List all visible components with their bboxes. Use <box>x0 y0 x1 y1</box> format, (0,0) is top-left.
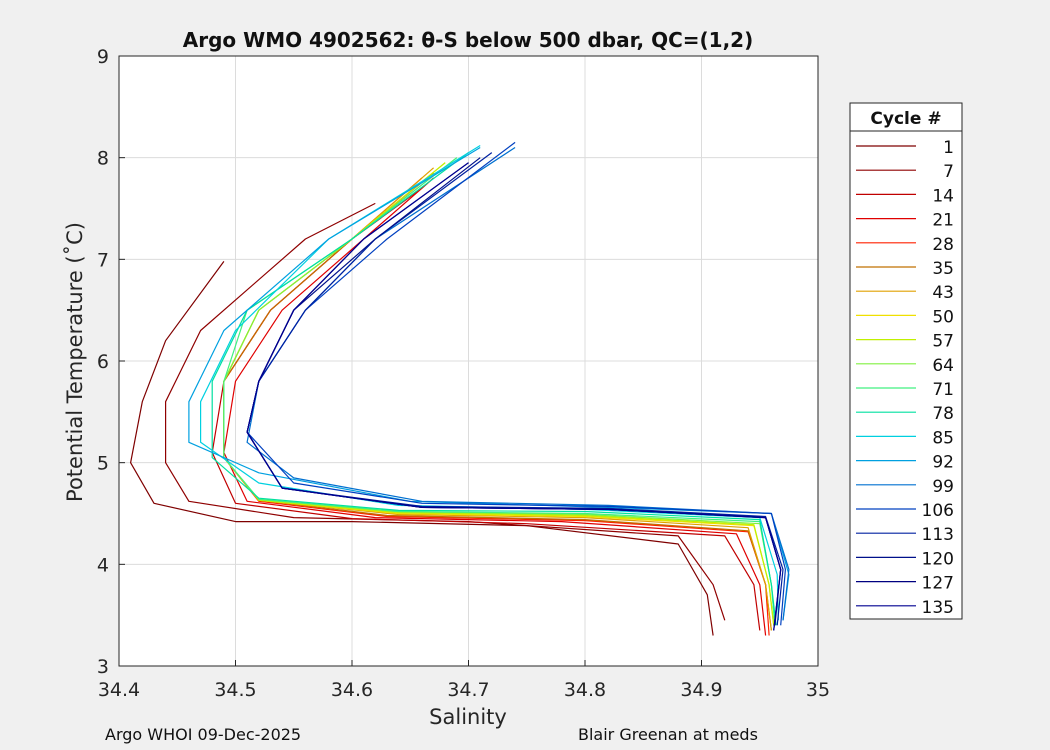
y-axis-label: Potential Temperature (˚C) <box>63 222 87 502</box>
x-tick-label: 34.6 <box>331 679 373 701</box>
x-tick-label: 34.4 <box>98 679 140 701</box>
x-tick-label: 34.5 <box>214 679 256 701</box>
footer-author: Blair Greenan at meds <box>578 725 758 744</box>
y-tick-label: 4 <box>97 554 109 576</box>
legend-label: 120 <box>922 549 954 569</box>
x-tick-label: 34.9 <box>680 679 722 701</box>
y-tick-label: 3 <box>97 656 109 678</box>
legend-label: 92 <box>932 453 954 473</box>
legend-label: 135 <box>922 598 954 618</box>
series-line-135 <box>246 162 782 631</box>
legend-label: 43 <box>932 283 954 303</box>
series-lines <box>130 141 790 636</box>
series-line-78 <box>211 152 777 626</box>
legend-label: 64 <box>932 356 954 376</box>
series-line-7 <box>165 202 726 621</box>
legend-label: 1 <box>943 138 954 158</box>
series-line-85 <box>200 144 779 621</box>
legend-label: 14 <box>932 186 954 206</box>
legend-label: 28 <box>932 235 954 255</box>
footer-source: Argo WHOI 09-Dec-2025 <box>105 725 302 744</box>
legend-label: 113 <box>922 525 954 545</box>
legend-label: 35 <box>932 259 954 279</box>
legend-label: 85 <box>932 428 954 448</box>
y-tick-label: 9 <box>97 46 109 68</box>
legend-label: 106 <box>922 501 954 521</box>
y-tick-label: 5 <box>97 453 109 475</box>
legend-label: 21 <box>932 211 954 231</box>
legend-label: 7 <box>943 162 954 182</box>
legend-label: 50 <box>932 307 954 327</box>
x-tick-label: 34.8 <box>564 679 606 701</box>
x-tick-label: 34.7 <box>447 679 489 701</box>
chart-title: Argo WMO 4902562: θ-S below 500 dbar, QC… <box>183 28 753 52</box>
legend-label: 78 <box>932 404 954 424</box>
y-tick-label: 7 <box>97 249 109 271</box>
y-tick-label: 6 <box>97 351 109 373</box>
series-line-106 <box>246 141 787 626</box>
series-line-1 <box>130 261 714 636</box>
legend: Cycle # 1 7 14 21 28 35 43 50 57 64 71 78 85 92 99 106 1… <box>849 102 963 620</box>
legend-title: Cycle # <box>870 109 941 129</box>
series-line-21 <box>223 177 767 636</box>
axis-ticks: 34.4 34.5 34.6 34.7 34.8 34.9 35 3 4 5 6 7 8 9 <box>97 46 830 701</box>
x-axis-label: Salinity <box>429 705 507 729</box>
legend-label: 57 <box>932 332 954 352</box>
legend-label: 99 <box>932 477 954 497</box>
legend-label: 71 <box>932 380 954 400</box>
x-tick-label: 35 <box>806 679 830 701</box>
legend-label: 127 <box>922 574 954 594</box>
y-tick-label: 8 <box>97 148 109 170</box>
